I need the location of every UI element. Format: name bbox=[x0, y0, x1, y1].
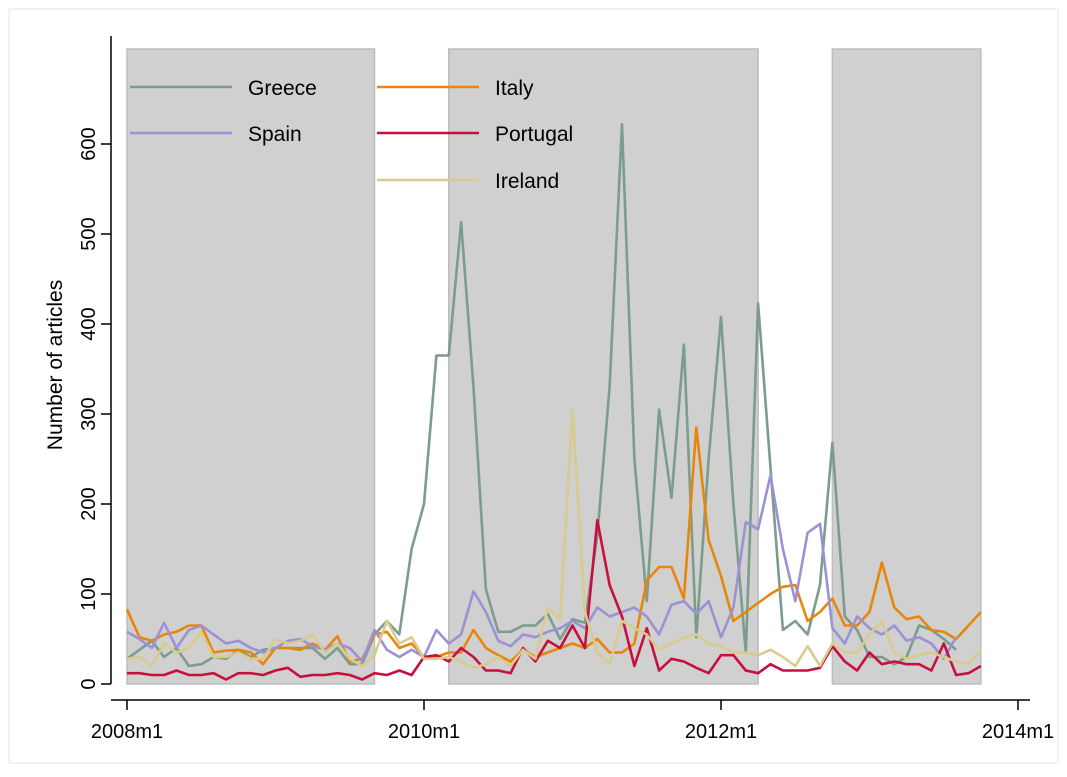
legend-label-greece: Greece bbox=[248, 77, 317, 100]
y-tick-label-500: 500 bbox=[78, 217, 100, 250]
series-line-portugal bbox=[127, 518, 982, 681]
series-line-italy bbox=[125, 426, 982, 666]
y-tick-label-100: 100 bbox=[78, 577, 100, 610]
y-tick-label-0: 0 bbox=[78, 678, 100, 689]
axes: 0 100 200 300 400 500 600 2008m1 2010m1 2012m1 201… bbox=[78, 36, 1054, 743]
series-lines bbox=[125, 122, 982, 681]
series-line-greece bbox=[126, 122, 957, 668]
legend-label-portugal: Portugal bbox=[495, 123, 573, 146]
y-tick-label-600: 600 bbox=[78, 127, 100, 160]
x-tick-label-2014m1: 2014m1 bbox=[982, 721, 1054, 743]
legend-label-spain: Spain bbox=[248, 123, 302, 146]
shaded-period-1 bbox=[126, 48, 376, 685]
legend-label-italy: Italy bbox=[495, 77, 534, 100]
y-axis-title: Number of articles bbox=[44, 280, 67, 450]
x-tick-label-2012m1: 2012m1 bbox=[685, 721, 757, 743]
series-line-ireland bbox=[126, 408, 982, 670]
y-tick-label-200: 200 bbox=[78, 487, 100, 520]
shaded-period-2 bbox=[448, 48, 759, 685]
x-tick-label-2010m1: 2010m1 bbox=[388, 721, 460, 743]
shaded-periods bbox=[126, 48, 982, 685]
legend: Greece Spain Italy Portugal Ireland bbox=[130, 77, 573, 193]
legend-label-ireland: Ireland bbox=[495, 170, 559, 193]
y-tick-label-300: 300 bbox=[78, 397, 100, 430]
shaded-period-3 bbox=[831, 48, 982, 685]
y-tick-label-400: 400 bbox=[78, 307, 100, 340]
x-tick-label-2008m1: 2008m1 bbox=[91, 721, 163, 743]
